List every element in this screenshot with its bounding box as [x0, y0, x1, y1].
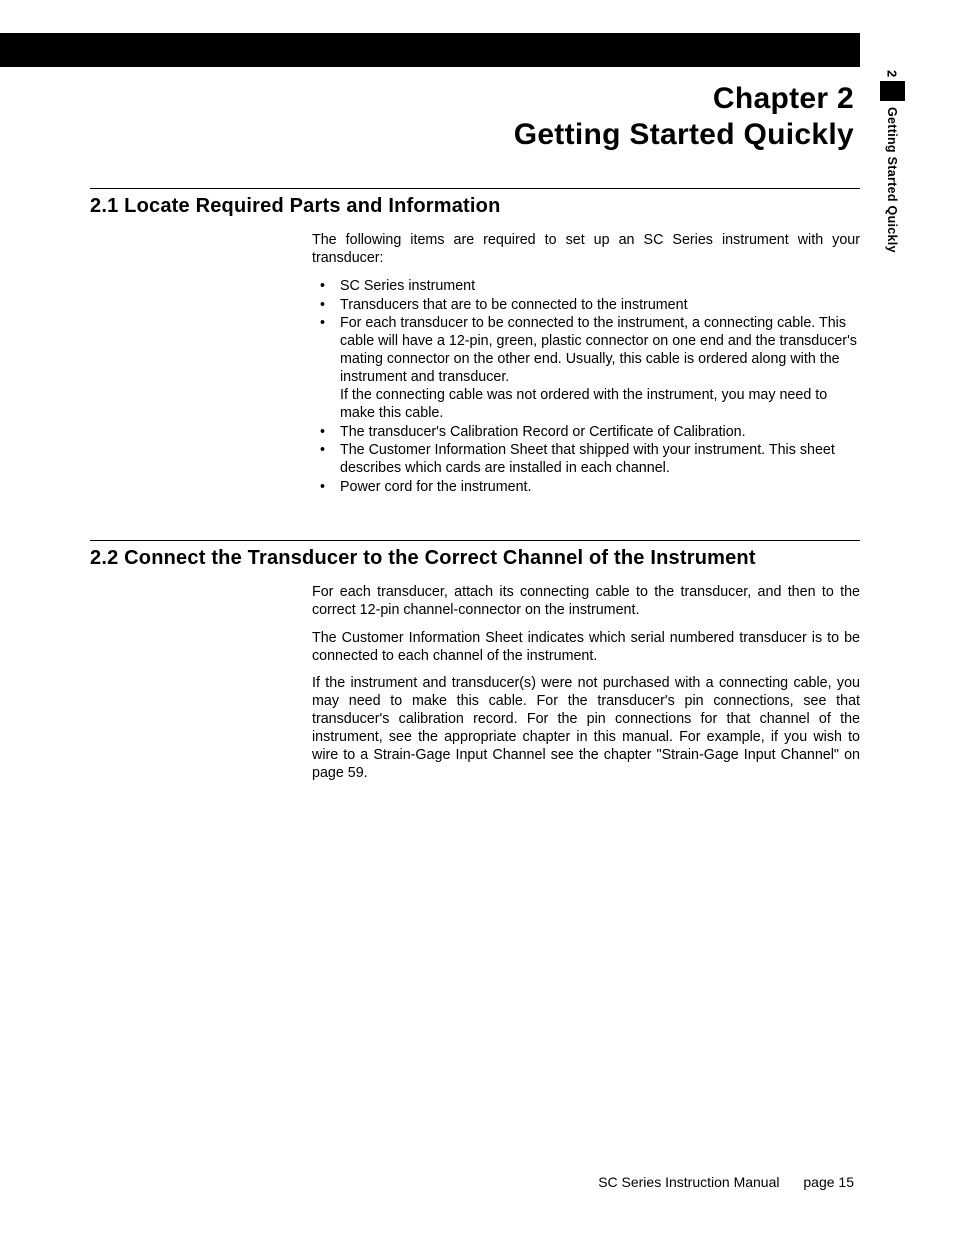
- section-2-2-p1: For each transducer, attach its connecti…: [312, 584, 860, 620]
- section-rule: [90, 540, 860, 541]
- section-2-1: 2.1 Locate Required Parts and Informatio…: [90, 188, 860, 498]
- footer-page-number: page 15: [803, 1174, 854, 1190]
- section-2-2-p3: If the instrument and transducer(s) were…: [312, 675, 860, 782]
- section-2-2-body: For each transducer, attach its connecti…: [312, 584, 860, 783]
- section-rule: [90, 188, 860, 189]
- section-2-2-p2: The Customer Information Sheet indicates…: [312, 630, 860, 666]
- section-2-2: 2.2 Connect the Transducer to the Correc…: [90, 540, 860, 793]
- section-2-1-body: The following items are required to set …: [312, 232, 860, 497]
- chapter-title: Getting Started Quickly: [514, 118, 854, 152]
- header-black-bar: [0, 33, 860, 67]
- section-heading-2-2: 2.2 Connect the Transducer to the Correc…: [90, 547, 860, 570]
- list-item: For each transducer to be connected to t…: [312, 315, 860, 422]
- side-tab-label: Getting Started Quickly: [885, 107, 899, 253]
- list-item-subtext: If the connecting cable was not ordered …: [340, 387, 860, 423]
- page-footer: SC Series Instruction Manual page 15: [598, 1174, 854, 1190]
- chapter-number: Chapter 2: [514, 82, 854, 116]
- section-2-1-intro: The following items are required to set …: [312, 232, 860, 268]
- footer-manual-title: SC Series Instruction Manual: [598, 1174, 779, 1190]
- list-item: SC Series instrument: [312, 278, 860, 296]
- section-heading-2-1: 2.1 Locate Required Parts and Informatio…: [90, 195, 860, 218]
- list-item: The Customer Information Sheet that ship…: [312, 442, 860, 478]
- required-items-list: SC Series instrument Transducers that ar…: [312, 278, 860, 497]
- list-item: Power cord for the instrument.: [312, 479, 860, 497]
- chapter-header: Chapter 2 Getting Started Quickly: [514, 82, 854, 152]
- list-item: The transducer's Calibration Record or C…: [312, 424, 860, 442]
- list-item-text: For each transducer to be connected to t…: [340, 315, 857, 385]
- side-tab-marker: [880, 81, 905, 101]
- list-item: Transducers that are to be connected to …: [312, 297, 860, 315]
- side-tab-chapter-number: 2: [885, 70, 900, 77]
- side-thumb-tab: 2 Getting Started Quickly: [872, 70, 912, 256]
